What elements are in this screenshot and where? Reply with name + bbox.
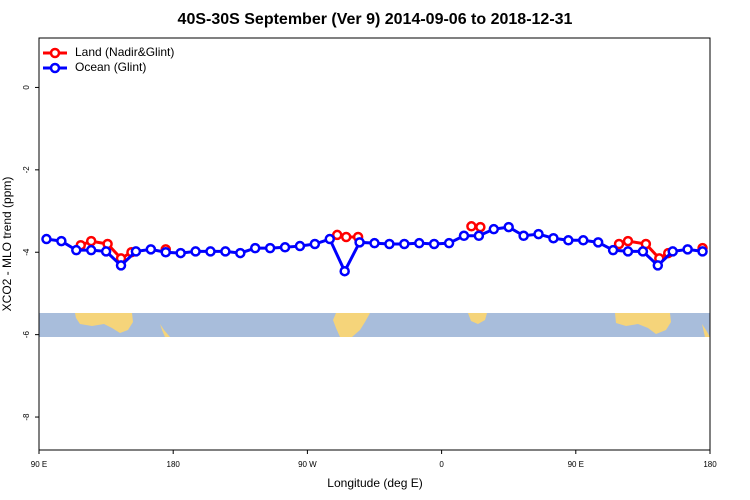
series-point — [667, 246, 678, 257]
x-tick-label: 180 — [167, 460, 181, 469]
x-tick-label: 90 W — [298, 460, 317, 469]
series-point — [115, 260, 127, 271]
ocean-background — [39, 313, 710, 337]
series-point — [533, 228, 544, 240]
series-point — [145, 244, 157, 255]
series-point — [607, 244, 619, 256]
series-point — [160, 246, 171, 258]
x-tick-label: 90 E — [568, 460, 584, 469]
y-tick-label: -6 — [22, 331, 31, 339]
land-shape — [333, 313, 370, 337]
series-point — [458, 230, 470, 242]
series-point — [264, 242, 276, 254]
land-shape — [75, 313, 133, 333]
series-point — [279, 242, 291, 253]
series-point — [205, 246, 216, 257]
chart-title: 40S-30S September (Ver 9) 2014-09-06 to … — [178, 11, 573, 28]
series-point — [309, 238, 321, 250]
series-point — [518, 230, 529, 242]
series-point — [548, 232, 559, 244]
x-tick-label: 0 — [439, 460, 444, 469]
series-point — [85, 244, 97, 256]
series-point — [466, 221, 477, 232]
y-tick-label: 0 — [22, 85, 31, 90]
series-point — [503, 221, 514, 233]
series-point — [235, 247, 246, 259]
series-point — [85, 235, 97, 247]
legend-marker — [49, 62, 61, 74]
series-point — [443, 237, 455, 249]
series-point — [100, 246, 112, 257]
series-point — [175, 247, 186, 259]
series-point — [488, 223, 500, 235]
series-point — [428, 238, 440, 250]
series-point — [563, 235, 574, 246]
land-shape — [160, 324, 170, 337]
series-point — [41, 233, 52, 245]
series-point — [331, 229, 343, 241]
series-line — [46, 225, 703, 275]
series-point — [697, 246, 708, 257]
y-tick-label: -8 — [22, 413, 31, 421]
series-point — [339, 265, 350, 277]
series-point — [578, 235, 589, 246]
series-point — [56, 235, 67, 247]
series-point — [475, 221, 486, 233]
series-point — [399, 238, 410, 250]
series-point — [71, 244, 82, 256]
land-shape — [468, 313, 487, 324]
legend-marker — [49, 47, 61, 59]
y-axis-label: XCO2 - MLO trend (ppm) — [0, 177, 14, 312]
series-point — [324, 233, 336, 245]
series-point — [340, 231, 352, 243]
series-point — [294, 240, 306, 252]
series-point — [613, 238, 625, 250]
series-point — [622, 246, 634, 257]
series-point — [413, 237, 425, 249]
y-tick-label: -4 — [22, 248, 31, 256]
map-strip — [39, 313, 710, 337]
legend-label: Land (Nadir&Glint) — [75, 45, 174, 59]
series-point — [130, 246, 142, 257]
land-shape — [702, 324, 710, 337]
plot-frame — [38, 37, 711, 451]
x-tick-label: 180 — [703, 460, 717, 469]
y-tick-label: -2 — [22, 166, 31, 174]
series-point — [637, 246, 649, 257]
series-point — [369, 237, 380, 249]
series-point — [249, 242, 261, 254]
series-point — [384, 238, 395, 250]
x-axis-label: Longitude (deg E) — [327, 476, 422, 490]
series-point — [652, 260, 664, 271]
series-point — [592, 237, 604, 248]
x-tick-label: 90 E — [31, 460, 47, 469]
series-point — [190, 246, 201, 257]
series-point — [220, 246, 231, 257]
legend-label: Ocean (Glint) — [75, 60, 146, 74]
series-point — [354, 237, 365, 248]
series-point — [473, 230, 485, 242]
series-point — [682, 244, 693, 255]
land-shape — [615, 313, 671, 334]
series-point — [622, 235, 634, 247]
